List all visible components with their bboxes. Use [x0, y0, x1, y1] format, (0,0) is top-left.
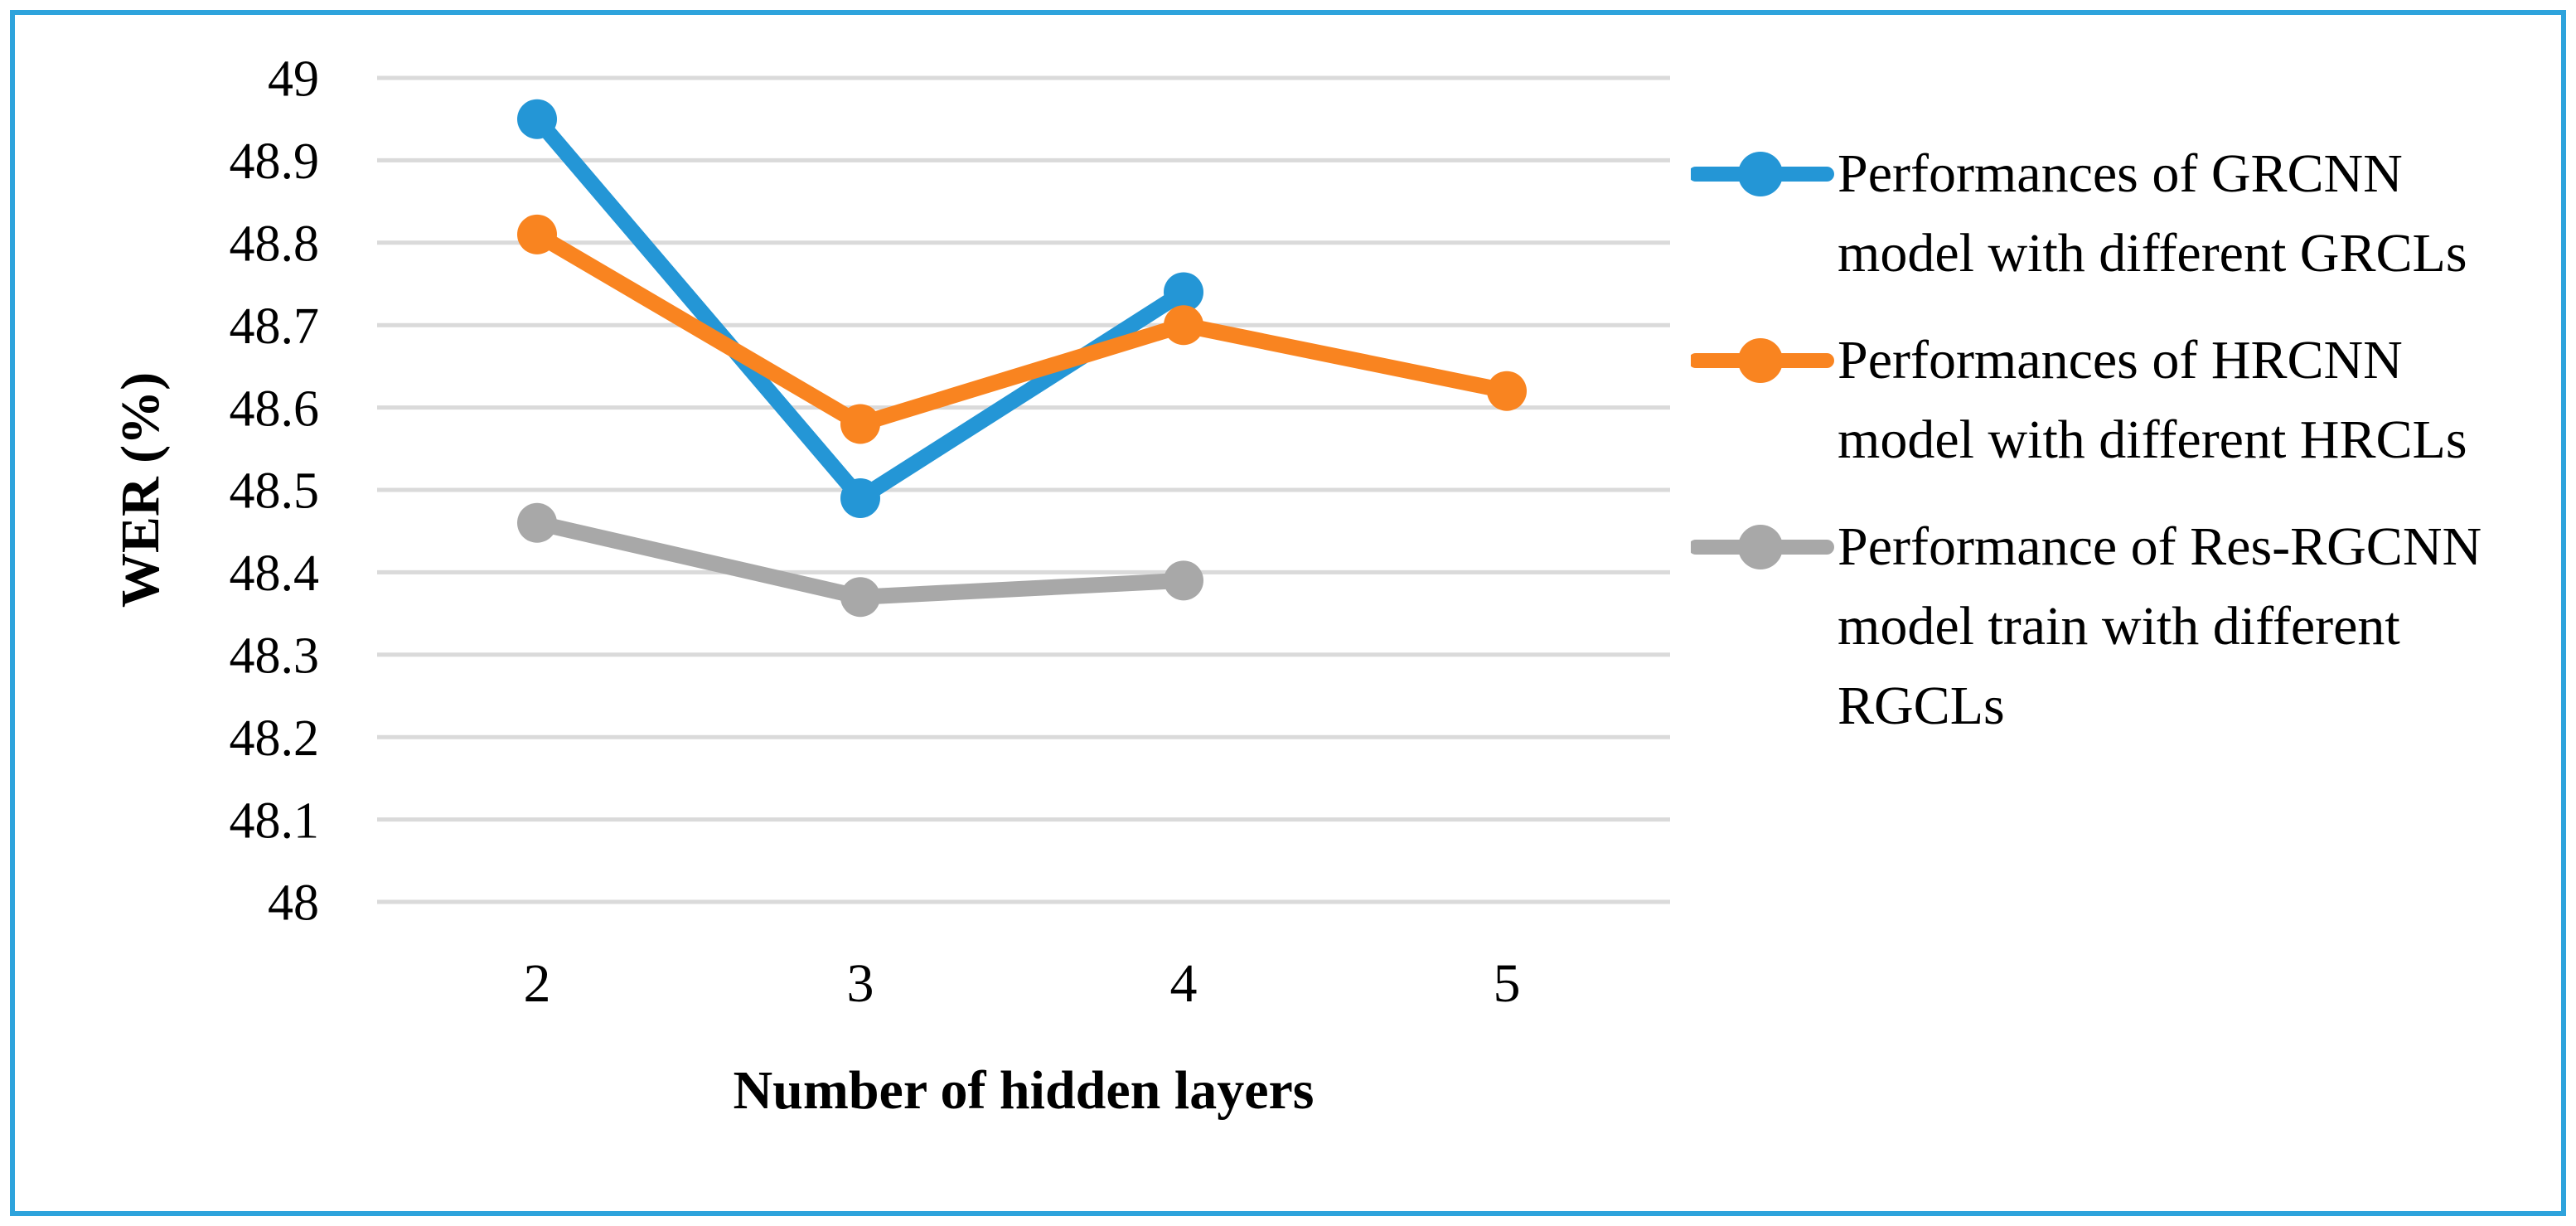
x-tick-label: 3 — [847, 953, 874, 1014]
y-axis-tick-labels: 49 48.9 48.8 48.7 48.6 48.5 48.4 48.3 48.2 48.1 48 — [230, 51, 320, 932]
y-axis-title: WER (%) — [110, 372, 171, 608]
data-point — [1164, 305, 1203, 346]
series-group — [517, 99, 1527, 618]
y-tick-label: 48.3 — [230, 628, 320, 685]
y-tick-label: 48.6 — [230, 380, 320, 437]
y-tick-label: 48.1 — [230, 792, 320, 849]
y-tick-label: 48.2 — [230, 710, 320, 767]
x-tick-label: 4 — [1170, 953, 1198, 1014]
x-tick-label: 2 — [524, 953, 551, 1014]
y-tick-label: 48.4 — [230, 545, 320, 602]
data-point — [1164, 272, 1203, 313]
y-tick-label: 48.9 — [230, 133, 320, 190]
x-axis-tick-labels: 2 3 4 5 — [524, 953, 1521, 1014]
legend-item-label: Performances of HRCNN model with differe… — [1838, 330, 2467, 470]
legend-item-label: Performances of GRCNN model with differe… — [1838, 143, 2467, 283]
x-tick-label: 5 — [1494, 953, 1521, 1014]
y-tick-label: 48.8 — [230, 216, 320, 273]
y-tick-label: 48 — [268, 875, 319, 932]
y-tick-label: 48.7 — [230, 298, 320, 355]
x-axis-title: Number of hidden layers — [734, 1060, 1315, 1121]
data-point — [840, 477, 880, 518]
legend-line-marker-icon — [1688, 507, 1838, 587]
data-point — [840, 577, 880, 618]
legend-item-label: Performance of Res-RGCNN model train wit… — [1838, 516, 2482, 736]
legend-line-marker-icon — [1688, 134, 1838, 214]
gridlines-group — [377, 75, 1670, 904]
data-point — [840, 404, 880, 444]
legend-item-0: Performances of GRCNN model with differe… — [1688, 134, 2520, 293]
legend: Performances of GRCNN model with differe… — [1688, 134, 2520, 773]
series-line-1 — [529, 226, 1515, 432]
data-point — [1164, 560, 1203, 601]
y-tick-label: 48.5 — [230, 463, 320, 520]
data-point — [517, 214, 557, 254]
y-tick-label: 49 — [268, 51, 319, 108]
data-point — [517, 502, 557, 543]
legend-item-1: Performances of HRCNN model with differe… — [1688, 321, 2520, 480]
legend-item-2: Performance of Res-RGCNN model train wit… — [1688, 507, 2520, 746]
data-point — [517, 99, 557, 139]
data-point — [1487, 371, 1527, 411]
legend-line-marker-icon — [1688, 321, 1838, 400]
